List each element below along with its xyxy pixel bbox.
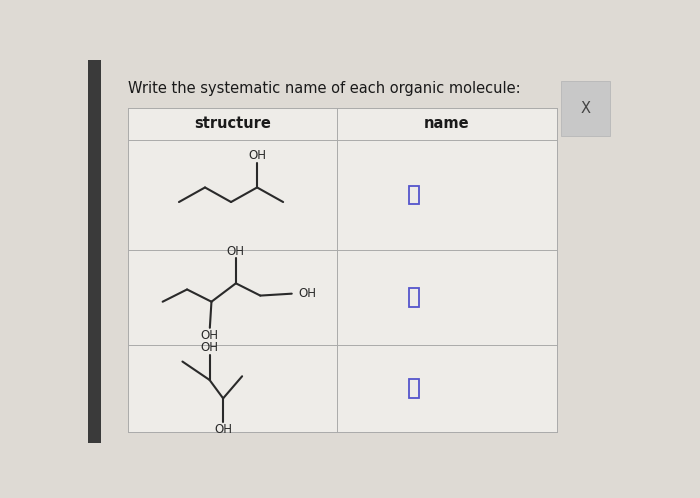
Text: Write the systematic name of each organic molecule:: Write the systematic name of each organi… bbox=[128, 81, 521, 96]
Text: OH: OH bbox=[201, 329, 219, 342]
Text: OH: OH bbox=[248, 149, 266, 162]
Text: OH: OH bbox=[201, 341, 218, 354]
Text: OH: OH bbox=[214, 423, 232, 436]
Bar bbox=[88, 60, 101, 443]
Text: X: X bbox=[580, 101, 591, 116]
Bar bbox=[409, 288, 419, 307]
Bar bbox=[561, 81, 610, 136]
Text: name: name bbox=[424, 117, 470, 131]
Bar bbox=[409, 186, 419, 204]
Text: OH: OH bbox=[298, 287, 316, 300]
Text: OH: OH bbox=[227, 245, 245, 257]
Bar bbox=[409, 379, 419, 398]
Text: structure: structure bbox=[194, 117, 271, 131]
Bar bbox=[128, 108, 557, 432]
